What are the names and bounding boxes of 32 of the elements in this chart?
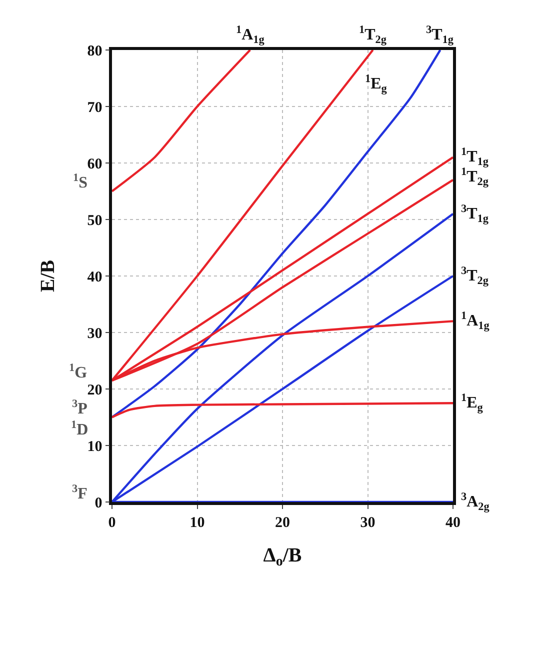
x-tick-label: 0 xyxy=(108,514,116,531)
annotation: $^{1}$G xyxy=(69,362,88,382)
y-tick-label: 70 xyxy=(87,100,102,116)
annotation: $^{1}$A$_{1g}$ xyxy=(461,310,490,332)
x-tick-label: 10 xyxy=(190,514,205,531)
y-tick-label: 30 xyxy=(87,326,102,342)
annotation: $^{1}$A$_{1g}$ xyxy=(236,24,265,46)
annotation: $^{1}$D xyxy=(71,419,88,439)
annotation: $^{1}$T$_{1g}$ xyxy=(461,146,489,168)
annotation: $^{1}$T$_{2g}$ xyxy=(461,166,489,188)
annotation: $^{1}$S xyxy=(73,172,88,192)
annotation: $^{1}$E$_{g}$ xyxy=(461,392,484,414)
y-tick-label: 10 xyxy=(87,438,102,455)
x-tick-label: 30 xyxy=(360,514,376,531)
y-tick-label: 80 xyxy=(87,43,102,60)
annotation: $^{1}$E$_{g}$ xyxy=(365,73,388,96)
annotation: $^{3}$F xyxy=(72,483,88,503)
annotation: $^{3}$A$_{2g}$ xyxy=(461,491,490,514)
y-tick-label: 0 xyxy=(94,495,102,512)
x-tick-label: 40 xyxy=(446,514,460,531)
y-axis-title: E/B xyxy=(36,260,59,292)
y-tick-label: 40 xyxy=(87,269,102,286)
x-axis-title: Δ$_{o}$/B xyxy=(263,544,302,570)
y-tick-label: 60 xyxy=(87,156,102,172)
annotation: $^{3}$P xyxy=(72,398,88,418)
y-tick-label: 20 xyxy=(87,382,102,398)
annotation: $^{3}$T$_{1g}$ xyxy=(461,203,489,226)
annotation: $^{3}$T$_{2g}$ xyxy=(461,265,489,288)
annotation: $^{3}$T$_{1g}$ xyxy=(426,24,454,46)
x-tick-label: 20 xyxy=(275,514,290,531)
y-tick-label: 50 xyxy=(87,212,102,229)
annotation: $^{1}$T$_{2g}$ xyxy=(359,24,387,46)
